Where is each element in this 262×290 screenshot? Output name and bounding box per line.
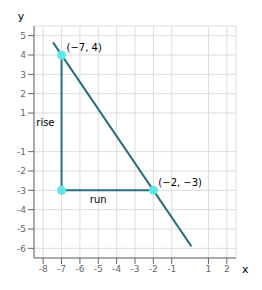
svg-text:3: 3 — [20, 70, 26, 80]
svg-text:1: 1 — [206, 264, 212, 274]
svg-text:-7: -7 — [57, 264, 66, 274]
svg-text:-6: -6 — [75, 264, 84, 274]
svg-text:-6: -6 — [17, 244, 26, 254]
svg-text:-3: -3 — [17, 186, 26, 196]
svg-text:2: 2 — [224, 264, 230, 274]
svg-text:-4: -4 — [17, 205, 26, 215]
svg-text:-1: -1 — [17, 147, 26, 157]
svg-text:-8: -8 — [39, 264, 48, 274]
svg-text:x: x — [242, 263, 249, 276]
svg-text:-2: -2 — [149, 264, 158, 274]
svg-text:-5: -5 — [17, 224, 26, 234]
svg-text:(−2, −3): (−2, −3) — [158, 177, 202, 188]
svg-text:-3: -3 — [131, 264, 140, 274]
svg-text:-4: -4 — [112, 264, 121, 274]
svg-text:run: run — [90, 194, 107, 205]
svg-text:2: 2 — [20, 89, 26, 99]
svg-text:-5: -5 — [94, 264, 103, 274]
svg-text:-1: -1 — [167, 264, 176, 274]
svg-text:1: 1 — [20, 108, 26, 118]
svg-text:-2: -2 — [17, 166, 26, 176]
svg-text:5: 5 — [20, 31, 26, 41]
svg-text:y: y — [18, 10, 25, 23]
svg-text:(−7, 4): (−7, 4) — [67, 42, 102, 53]
svg-text:4: 4 — [20, 50, 26, 60]
svg-text:rise: rise — [36, 117, 54, 128]
